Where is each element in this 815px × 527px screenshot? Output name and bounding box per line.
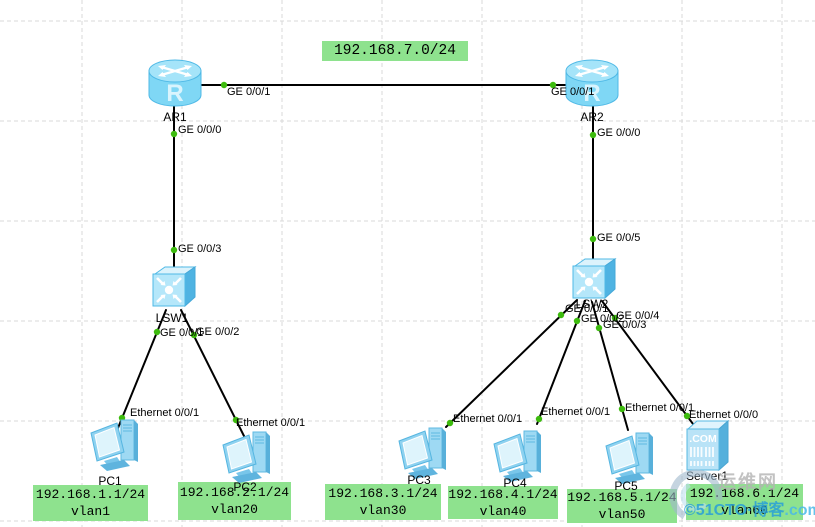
port-label-pc5-eth: Ethernet 0/0/1 (625, 402, 695, 414)
pc-icon (90, 419, 139, 472)
router-icon (147, 58, 203, 109)
port-dot-lsw2-ge004 (611, 314, 619, 322)
link-lsw2-pc3[interactable] (445, 299, 578, 428)
device-lsw1[interactable] (151, 265, 197, 315)
port-label-lsw2-ge001: GE 0/0/1 (565, 303, 609, 315)
note-vlan: vlan40 (479, 503, 527, 519)
note-pc1[interactable]: 192.168.1.1/24 vlan1 (33, 485, 148, 521)
note-vlan: vlan1 (70, 504, 110, 519)
device-pc1[interactable] (84, 416, 142, 477)
port-label-lsw1-ge001: GE 0/0/1 (160, 327, 204, 339)
note-pc4[interactable]: 192.168.4.1/24 vlan40 (448, 486, 558, 519)
port-dot-lsw1-ge001 (153, 328, 161, 336)
port-label-pc1-eth: Ethernet 0/0/1 (130, 407, 200, 419)
note-text: 192.168.7.0/24 (334, 43, 456, 59)
note-vlan: vlan50 (598, 507, 646, 522)
note-ip: 192.168.3.1/24 (328, 486, 438, 501)
note-ip: 192.168.6.1/24 (689, 486, 800, 501)
port-dot-lsw2-ge003 (595, 324, 603, 332)
port-label-pc2-eth: Ethernet 0/0/1 (236, 417, 306, 429)
port-dot-pc5-eth (618, 405, 626, 413)
device-label-pc2: PC2 (233, 480, 257, 494)
pc-icon (493, 430, 542, 483)
pc-icon (605, 432, 654, 485)
port-label-lsw2-ge004: GE 0/0/4 (616, 310, 660, 322)
device-label-ar1: AR1 (163, 110, 187, 124)
port-label-lsw2-ge002: GE 0/0/2 (581, 313, 625, 325)
port-dot-ar2-ge001 (549, 81, 557, 89)
port-label-ar1-ge000: GE 0/0/0 (178, 124, 222, 136)
note-pc3[interactable]: 192.168.3.1/24 vlan30 (325, 484, 441, 520)
port-dot-lsw2-ge005 (589, 235, 597, 243)
port-label-lsw2-ge003: GE 0/0/3 (603, 319, 647, 331)
device-ar1[interactable] (147, 58, 203, 113)
port-label-server-eth: Ethernet 0/0/0 (689, 409, 759, 421)
device-label-server1: Server1 (685, 469, 729, 483)
port-label-pc4-eth: Ethernet 0/0/1 (541, 406, 611, 418)
note-pc2[interactable]: 192.168.2.1/24 vlan20 (178, 482, 291, 520)
pc-icon (398, 427, 447, 480)
port-label-lsw1-ge002: GE 0/0/2 (196, 326, 240, 338)
pc-icon (222, 431, 271, 484)
server-icon (686, 420, 729, 471)
note-vlan: vlan30 (359, 503, 407, 518)
port-dot-lsw2-ge002 (573, 317, 581, 325)
note-wan-subnet[interactable]: 192.168.7.0/24 (322, 41, 468, 61)
port-label-ar2-ge000: GE 0/0/0 (597, 127, 641, 139)
port-label-lsw2-ge005: GE 0/0/5 (597, 232, 641, 244)
note-pc5[interactable]: 192.168.5.1/24 vlan50 (567, 489, 677, 523)
port-dot-ar1-ge000 (170, 130, 178, 138)
port-label-lsw1-ge003: GE 0/0/3 (178, 243, 222, 255)
note-ip: 192.168.2.1/24 (179, 485, 290, 500)
device-label-pc3: PC3 (407, 473, 431, 487)
router-icon (564, 58, 620, 109)
note-vlan: vlan60 (721, 503, 768, 518)
switch-icon (151, 265, 197, 308)
port-up-indicators (118, 81, 691, 427)
port-label-ar1-ge001: GE 0/0/1 (227, 86, 271, 98)
port-dot-lsw1-ge002 (190, 331, 198, 339)
port-dot-pc2-eth (232, 416, 240, 424)
note-vlan: vlan20 (211, 502, 258, 517)
link-lsw1-pc2[interactable] (180, 309, 245, 437)
port-dot-pc3-eth (446, 419, 454, 427)
device-label-lsw1: LSW1 (155, 311, 189, 325)
device-label-pc1: PC1 (98, 474, 122, 488)
port-dot-lsw2-ge001 (557, 311, 565, 319)
link-lsw2-server[interactable] (601, 300, 697, 429)
port-dot-server-eth (683, 412, 691, 420)
port-label-pc3-eth: Ethernet 0/0/1 (453, 413, 523, 425)
port-dot-pc4-eth (535, 415, 543, 423)
port-dot-ar2-ge000 (589, 131, 597, 139)
device-label-pc4: PC4 (503, 476, 527, 490)
port-dot-ar1-ge001 (220, 81, 228, 89)
device-label-pc5: PC5 (614, 479, 638, 493)
port-label-ar2-ge001: GE 0/0/1 (551, 86, 595, 98)
note-ip: 192.168.5.1/24 (567, 490, 677, 505)
switch-icon (571, 257, 617, 300)
note-ip: 192.168.1.1/24 (35, 487, 146, 502)
note-server[interactable]: 192.168.6.1/24 vlan60 (686, 484, 803, 520)
port-dot-lsw1-ge003 (170, 246, 178, 254)
device-label-ar2: AR2 (580, 110, 604, 124)
device-label-lsw2: LSW2 (575, 297, 609, 311)
note-ip: 192.168.4.1/24 (448, 486, 558, 502)
